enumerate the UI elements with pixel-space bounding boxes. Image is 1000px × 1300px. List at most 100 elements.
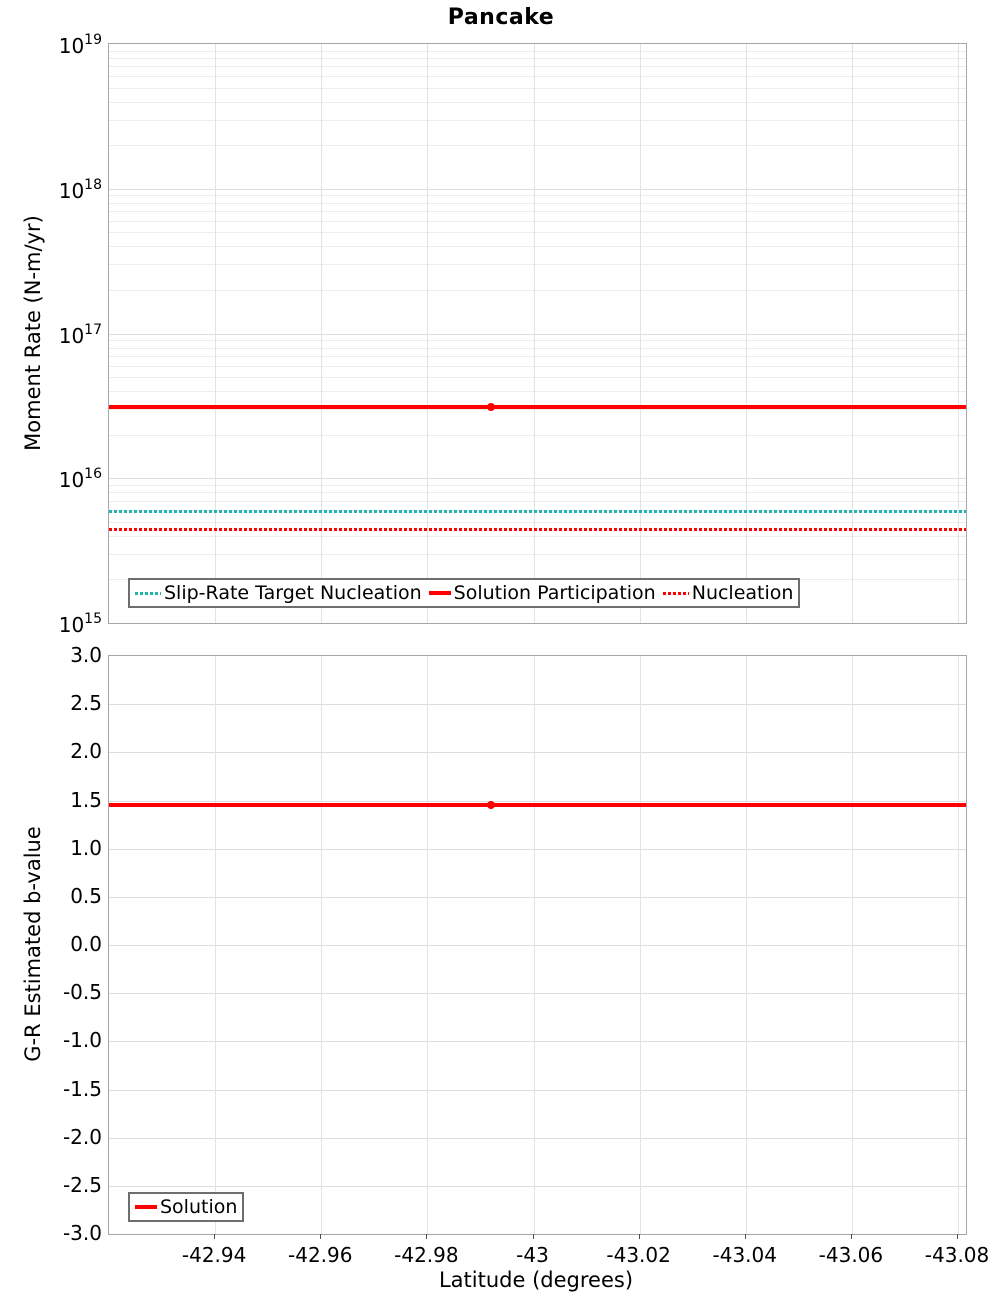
x-tick-label: -43: [516, 1243, 549, 1267]
x-tick-mark: [532, 1234, 534, 1239]
x-tick-mark: [850, 1234, 852, 1239]
major-gridline: [109, 1137, 966, 1139]
minor-gridline: [109, 365, 966, 367]
vertical-gridline: [851, 44, 853, 623]
moment-rate-legend: Slip-Rate Target Nucleation Solution Par…: [128, 578, 801, 608]
vertical-gridline: [745, 656, 747, 1234]
minor-gridline: [109, 264, 966, 266]
y-tick-label: 1017: [58, 321, 102, 348]
y-tick-label: 2.0: [70, 739, 102, 764]
x-tick-label: -43.08: [924, 1243, 990, 1267]
y-tick-label: 1.0: [70, 835, 102, 860]
x-tick-mark: [744, 1234, 746, 1239]
vertical-gridline: [533, 44, 535, 623]
minor-gridline: [109, 377, 966, 379]
legend-item-solution: Solution: [135, 1196, 237, 1218]
series-line-0: [109, 509, 966, 513]
x-tick-label: -42.94: [181, 1243, 247, 1267]
vertical-gridline: [427, 656, 429, 1234]
y-tick-label: 1019: [58, 32, 102, 58]
legend-item-solution-participation: Solution Participation: [428, 582, 656, 604]
minor-gridline: [109, 347, 966, 349]
x-tick-label: -43.06: [818, 1243, 884, 1267]
major-gridline: [109, 800, 966, 802]
vertical-gridline: [321, 656, 323, 1234]
minor-gridline: [109, 220, 966, 222]
data-point-marker: [487, 801, 496, 810]
minor-gridline: [109, 211, 966, 213]
vertical-gridline: [321, 44, 323, 623]
y-tick-label: -2.0: [62, 1124, 102, 1149]
y-tick-label: -2.5: [62, 1172, 102, 1197]
y-tick-label: 1015: [58, 611, 102, 637]
minor-gridline: [109, 50, 966, 52]
legend-label: Solution Participation: [453, 582, 656, 604]
major-gridline: [109, 704, 966, 706]
major-gridline: [109, 752, 966, 754]
major-gridline: [109, 848, 966, 850]
minor-gridline: [109, 232, 966, 234]
minor-gridline: [109, 58, 966, 59]
legend-item-slip-rate-target-nucleation: Slip-Rate Target Nucleation: [135, 582, 422, 604]
legend-label: Slip-Rate Target Nucleation: [164, 582, 422, 604]
major-gridline: [109, 1089, 966, 1091]
y-tick-label: -0.5: [62, 980, 102, 1005]
minor-gridline: [109, 355, 966, 357]
y-tick-label: 0.5: [70, 883, 102, 908]
vertical-gridline: [215, 44, 217, 623]
data-point-marker: [487, 403, 496, 412]
minor-gridline: [109, 87, 966, 89]
vertical-gridline: [958, 44, 959, 623]
legend-label: Nucleation: [691, 582, 794, 604]
y-tick-label: 3.0: [70, 643, 102, 667]
major-gridline: [109, 1041, 966, 1043]
legend-item-nucleation: Nucleation: [662, 582, 794, 604]
minor-gridline: [109, 101, 966, 103]
dotted-line-sample: [135, 591, 161, 595]
minor-gridline: [109, 202, 966, 204]
x-tick-mark: [320, 1234, 322, 1239]
minor-gridline: [109, 434, 966, 436]
major-gridline: [109, 478, 966, 480]
vertical-gridline: [639, 44, 641, 623]
minor-gridline: [109, 66, 966, 68]
y-tick-label: -1.0: [62, 1028, 102, 1053]
vertical-gridline: [533, 656, 535, 1234]
b-value-plot: Solution: [108, 655, 967, 1235]
vertical-gridline: [427, 44, 429, 623]
minor-gridline: [109, 76, 966, 78]
dotted-line-sample: [662, 591, 689, 595]
minor-gridline: [109, 535, 966, 537]
y-tick-label: -3.0: [62, 1221, 102, 1245]
y-tick-label: 1.5: [70, 787, 102, 812]
minor-gridline: [109, 500, 966, 502]
x-tick-label: -42.96: [288, 1243, 353, 1267]
minor-gridline: [109, 521, 966, 523]
minor-gridline: [109, 145, 966, 147]
vertical-gridline: [745, 44, 747, 623]
major-gridline: [109, 945, 966, 946]
x-tick-mark: [214, 1234, 216, 1239]
minor-gridline: [109, 391, 966, 393]
x-tick-label: -43.02: [606, 1243, 671, 1267]
minor-gridline: [109, 492, 966, 494]
x-tick-label: -43.04: [712, 1243, 777, 1267]
series-line-2: [109, 528, 966, 532]
legend-label: Solution: [160, 1196, 238, 1218]
y-tick-label: 1018: [58, 176, 102, 203]
vertical-gridline: [851, 656, 853, 1234]
minor-gridline: [109, 195, 966, 197]
vertical-gridline: [958, 656, 959, 1234]
x-tick-mark: [957, 1234, 958, 1239]
series-line-1: [109, 405, 966, 410]
y-tick-label: 2.5: [70, 691, 102, 716]
b-value-legend: Solution: [128, 1192, 245, 1222]
y-tick-label: -1.5: [62, 1076, 102, 1101]
x-tick-mark: [638, 1234, 640, 1239]
minor-gridline: [109, 553, 966, 555]
vertical-gridline: [639, 656, 641, 1234]
major-gridline: [109, 1185, 966, 1187]
solid-line-sample: [135, 1205, 157, 1209]
x-tick-label: -42.98: [394, 1243, 459, 1267]
